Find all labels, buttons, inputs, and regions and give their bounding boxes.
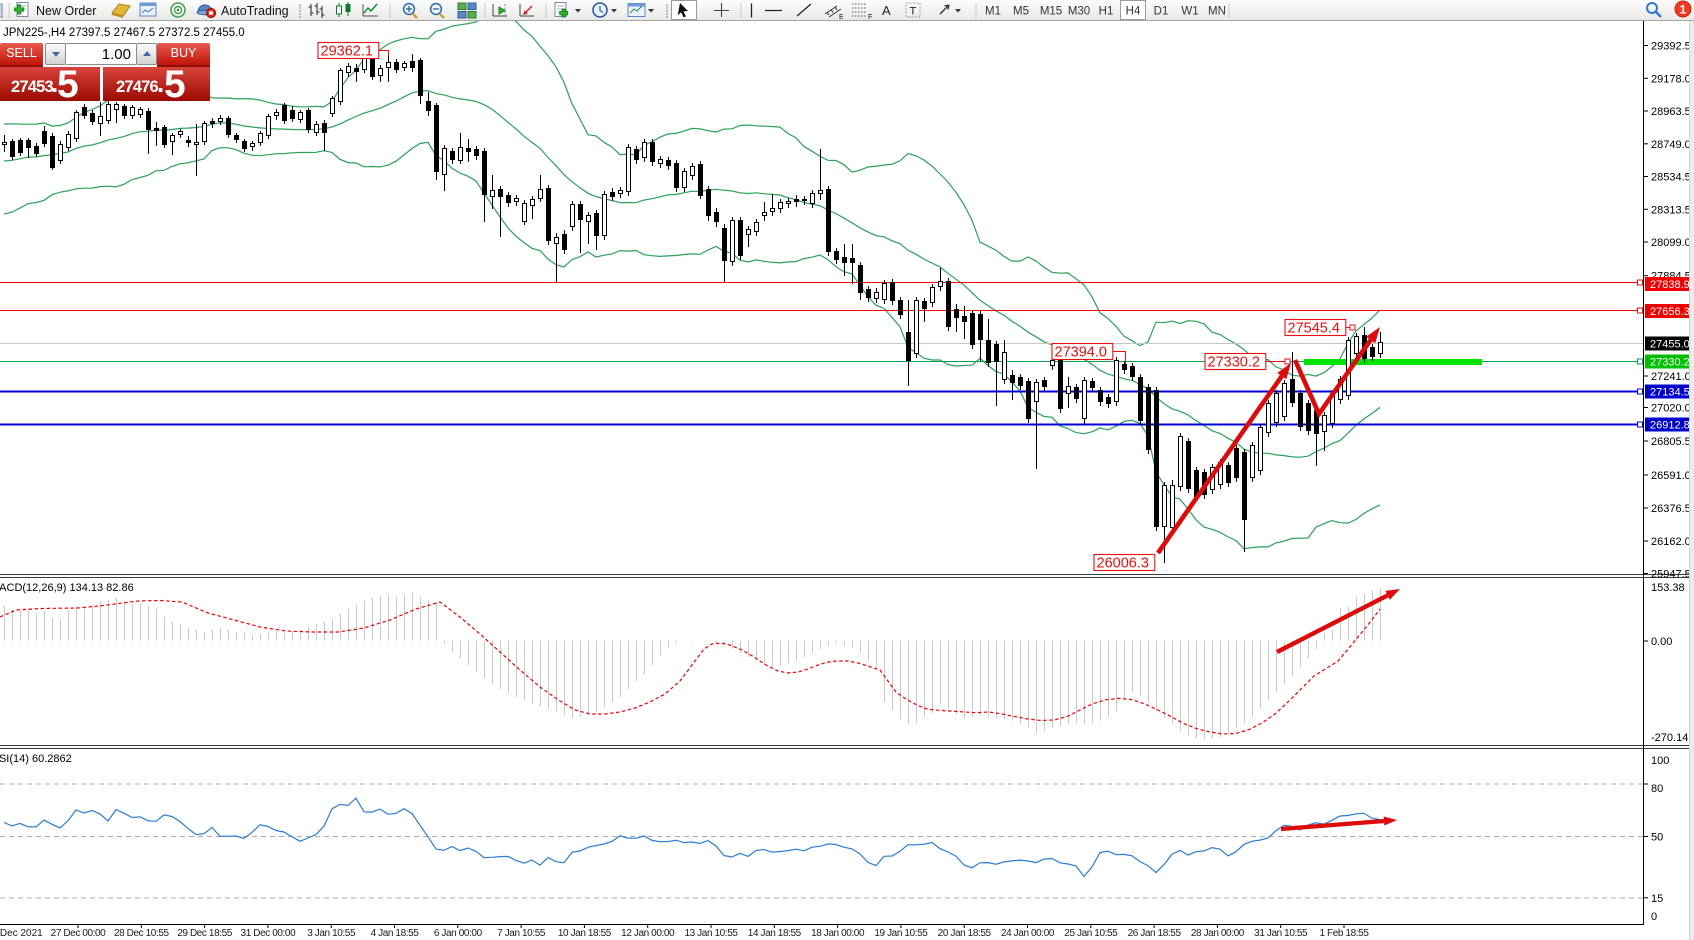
svg-text:50: 50 [1651,832,1663,844]
svg-text:F: F [868,14,872,21]
svg-text:26912.8: 26912.8 [1650,420,1690,432]
svg-text:H1: H1 [1099,6,1114,18]
svg-text:13 Jan 10:55: 13 Jan 10:55 [684,928,738,939]
svg-text:27 Dec 00:00: 27 Dec 00:00 [51,928,107,939]
svg-text:W1: W1 [1181,6,1198,18]
svg-text:10 Jan 18:55: 10 Jan 18:55 [558,928,612,939]
svg-text:1 Feb 18:55: 1 Feb 18:55 [1320,928,1370,939]
svg-text:25947.5: 25947.5 [1651,569,1691,581]
svg-text:MN: MN [1208,6,1226,18]
svg-text:27455.0: 27455.0 [1650,339,1690,351]
svg-text:153.38: 153.38 [1651,582,1685,594]
svg-text:7 Jan 10:55: 7 Jan 10:55 [497,928,546,939]
svg-text:27330.2: 27330.2 [1650,357,1690,369]
svg-text:29 Dec 18:55: 29 Dec 18:55 [177,928,233,939]
svg-text:12 Jan 00:00: 12 Jan 00:00 [621,928,675,939]
svg-text:6 Jan 00:00: 6 Jan 00:00 [434,928,483,939]
svg-text:AutoTrading: AutoTrading [221,4,289,18]
svg-text:H4: H4 [1126,6,1141,18]
svg-text:E: E [839,14,844,21]
svg-text:JPN225-,H4 27397.5 27467.5 27: JPN225-,H4 27397.5 27467.5 27372.5 27455… [3,27,245,39]
svg-text:27241.0: 27241.0 [1651,371,1691,383]
svg-text:M1: M1 [985,6,1001,18]
svg-text:26376.5: 26376.5 [1651,503,1691,515]
svg-text:26805.5: 26805.5 [1651,436,1691,448]
svg-text:A: A [882,3,891,18]
svg-text:D1: D1 [1154,6,1169,18]
svg-text:27020.0: 27020.0 [1651,403,1691,415]
svg-text:M15: M15 [1040,6,1062,18]
svg-text:M30: M30 [1068,6,1090,18]
svg-text:25 Jan 10:55: 25 Jan 10:55 [1064,928,1118,939]
svg-text:MACD(12,26,9) 134.13 82.86: MACD(12,26,9) 134.13 82.86 [0,582,134,594]
svg-text:20 Jan 18:55: 20 Jan 18:55 [938,928,992,939]
svg-text:19 Jan 10:55: 19 Jan 10:55 [874,928,928,939]
svg-text:15: 15 [1651,893,1663,905]
svg-text:28 Jan 00:00: 28 Jan 00:00 [1191,928,1245,939]
svg-text:100: 100 [1651,755,1669,767]
svg-text:80: 80 [1651,783,1663,795]
svg-text:0: 0 [1651,911,1657,923]
svg-text:28099.0: 28099.0 [1651,237,1691,249]
svg-text:24 Dec 2021: 24 Dec 2021 [0,928,43,939]
svg-text:14 Jan 18:55: 14 Jan 18:55 [748,928,802,939]
svg-text:28 Dec 10:55: 28 Dec 10:55 [114,928,170,939]
svg-text:27134.5: 27134.5 [1650,387,1690,399]
svg-text:M5: M5 [1013,6,1029,18]
svg-text:28749.0: 28749.0 [1651,139,1691,151]
svg-text:-270.14: -270.14 [1651,732,1688,744]
svg-text:27330.2: 27330.2 [1208,355,1260,371]
svg-text:26006.3: 26006.3 [1097,556,1149,572]
svg-text:29362.1: 29362.1 [321,44,373,60]
svg-text:27656.3: 27656.3 [1650,306,1690,318]
svg-text:27394.0: 27394.0 [1055,345,1107,361]
svg-text:31 Dec 00:00: 31 Dec 00:00 [241,928,297,939]
svg-text:0.00: 0.00 [1651,636,1672,648]
svg-text:28534.5: 28534.5 [1651,172,1691,184]
svg-text:26591.0: 26591.0 [1651,470,1691,482]
svg-text:18 Jan 00:00: 18 Jan 00:00 [811,928,865,939]
svg-text:27838.9: 27838.9 [1650,279,1690,291]
svg-text:4 Jan 18:55: 4 Jan 18:55 [371,928,420,939]
svg-text:T: T [910,6,917,18]
svg-text:31 Jan 10:55: 31 Jan 10:55 [1254,928,1308,939]
svg-text:RSI(14) 60.2862: RSI(14) 60.2862 [0,753,72,765]
svg-text:3 Jan 10:55: 3 Jan 10:55 [307,928,356,939]
svg-text:26162.0: 26162.0 [1651,536,1691,548]
svg-text:1: 1 [1680,3,1687,17]
svg-text:28313.5: 28313.5 [1651,204,1691,216]
svg-text:26 Jan 18:55: 26 Jan 18:55 [1128,928,1182,939]
svg-text:27545.4: 27545.4 [1288,321,1340,337]
svg-text:29392.5: 29392.5 [1651,41,1691,53]
svg-text:24 Jan 00:00: 24 Jan 00:00 [1001,928,1055,939]
svg-text:29178.0: 29178.0 [1651,73,1691,85]
svg-text:28963.5: 28963.5 [1651,106,1691,118]
svg-text:New Order: New Order [36,4,96,18]
